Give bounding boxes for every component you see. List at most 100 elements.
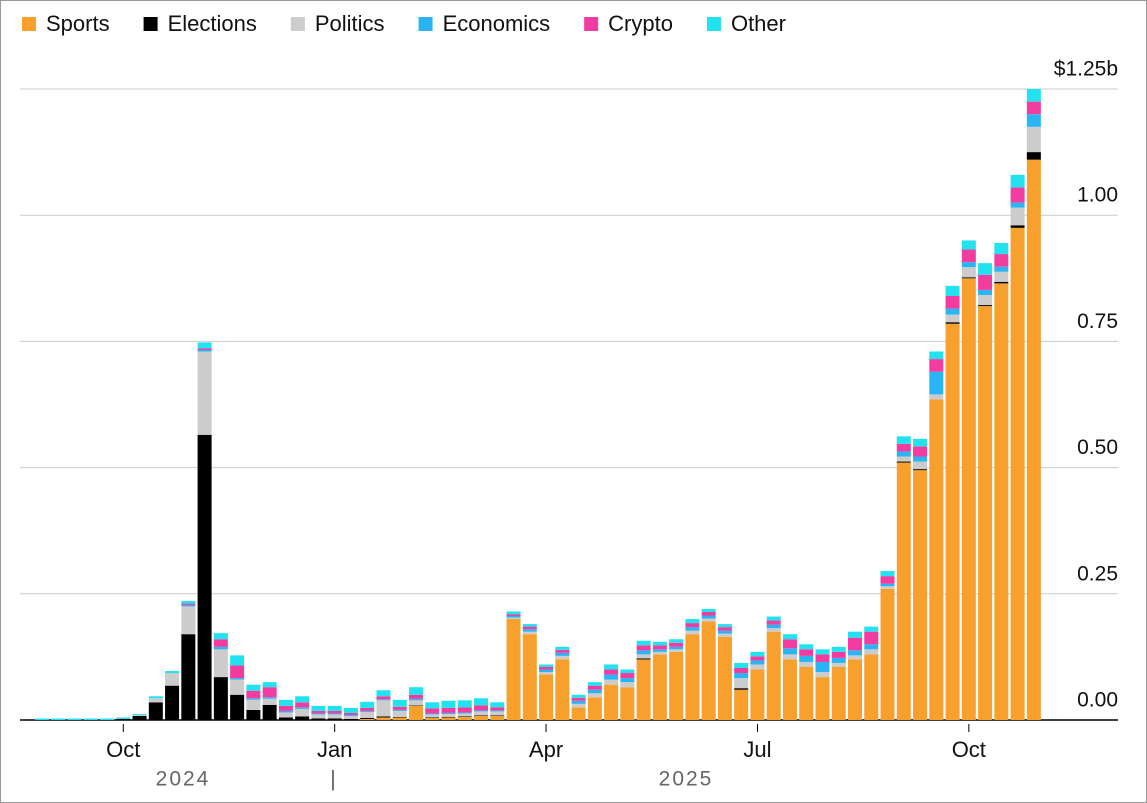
bar-segment xyxy=(685,630,700,635)
bar-segment xyxy=(864,626,879,632)
bar-segment xyxy=(539,669,554,673)
bar-segment xyxy=(441,716,456,718)
bar-segment xyxy=(913,461,928,470)
bar-segment xyxy=(604,684,619,720)
bar-segment xyxy=(831,646,846,652)
bar-segment xyxy=(213,646,228,650)
bar-segment xyxy=(506,611,521,615)
bar-segment xyxy=(604,669,619,675)
bar-segment xyxy=(474,711,489,716)
bar-segment xyxy=(425,717,440,720)
bar-segment xyxy=(408,705,423,720)
bar-segment xyxy=(441,712,456,714)
bar-segment xyxy=(408,705,423,706)
bar-segment xyxy=(636,654,651,659)
bar-segment xyxy=(799,649,814,656)
bar-segment xyxy=(555,652,570,656)
bar-segment xyxy=(848,631,862,638)
bar-segment xyxy=(295,716,310,720)
bar-segment xyxy=(913,469,928,471)
bar-segment xyxy=(636,659,651,720)
bar-segment xyxy=(961,278,976,720)
bar-segment xyxy=(197,434,212,720)
bar-segment xyxy=(815,649,830,655)
bar-segment xyxy=(474,698,489,706)
bar-segment xyxy=(295,708,310,717)
bar-segment xyxy=(734,678,749,689)
bar-segment xyxy=(360,711,375,718)
bar-segment xyxy=(230,665,245,679)
bar-segment xyxy=(376,690,391,697)
bar-segment xyxy=(360,710,375,712)
bar-segment xyxy=(522,629,537,632)
bar-segment xyxy=(913,438,928,447)
bar-segment xyxy=(587,689,602,694)
bar-segment xyxy=(213,633,228,640)
bar-segment xyxy=(408,698,423,701)
legend-label: Sports xyxy=(46,11,110,36)
bar-segment xyxy=(278,710,293,713)
bar-segment xyxy=(994,266,1009,272)
bar-segment xyxy=(766,628,781,632)
legend-swatch xyxy=(290,17,305,31)
bar-segment xyxy=(994,283,1009,720)
bar-segment xyxy=(230,694,245,720)
bar-segment xyxy=(522,631,537,635)
bar-segment xyxy=(815,654,830,662)
x-tick-label: Apr xyxy=(529,737,563,762)
year-separator: | xyxy=(330,766,336,791)
bar-segment xyxy=(376,699,391,701)
bar-segment xyxy=(620,673,635,679)
bar-segment xyxy=(571,707,586,720)
bar-segment xyxy=(978,263,993,275)
bar-segment xyxy=(295,702,310,708)
bar-segment xyxy=(132,715,147,720)
bar-segment xyxy=(132,714,147,716)
bar-segment xyxy=(165,671,180,674)
bar-segment xyxy=(165,673,180,686)
bar-segment xyxy=(848,650,862,656)
bar-segment xyxy=(717,627,732,631)
bar-segment xyxy=(522,634,537,720)
bar-segment xyxy=(197,348,212,350)
bar-segment xyxy=(116,718,131,720)
bar-segment xyxy=(327,710,342,714)
legend-swatch xyxy=(143,17,158,31)
bar-segment xyxy=(555,659,570,720)
bar-segment xyxy=(945,322,960,324)
bar-segment xyxy=(278,717,293,720)
bar-segment xyxy=(555,655,570,660)
bar-segment xyxy=(961,240,976,250)
bar-segment xyxy=(392,709,407,711)
bar-segment xyxy=(604,674,619,680)
bar-segment xyxy=(880,576,895,584)
bar-segment xyxy=(896,451,911,457)
y-tick-label: $1.25b xyxy=(1054,58,1118,81)
bar-segment xyxy=(262,687,277,698)
bar-segment xyxy=(230,678,245,680)
bar-segment xyxy=(587,697,602,720)
y-tick-label: 0.50 xyxy=(1077,436,1118,459)
bar-segment xyxy=(1010,202,1025,208)
bar-segment xyxy=(506,617,521,620)
bar-segment xyxy=(425,702,440,709)
bar-segment xyxy=(750,660,765,665)
y-tick-label: 0.75 xyxy=(1077,310,1118,333)
bar-segment xyxy=(278,705,293,711)
bar-segment xyxy=(67,718,82,720)
bar-segment xyxy=(831,662,846,667)
bar-segment xyxy=(961,267,976,278)
bar-segment xyxy=(782,639,797,649)
bar-segment xyxy=(376,716,391,718)
bar-segment xyxy=(246,699,261,710)
bar-segment xyxy=(636,650,651,655)
bar-segment xyxy=(734,689,749,720)
bar-segment xyxy=(896,443,911,452)
bar-segment xyxy=(1010,207,1025,226)
bar-segment xyxy=(945,285,960,296)
x-tick-label: Oct xyxy=(106,737,140,762)
bar-segment xyxy=(587,682,602,686)
bar-segment xyxy=(197,342,212,349)
bar-segment xyxy=(750,669,765,720)
bar-segment xyxy=(571,700,586,704)
